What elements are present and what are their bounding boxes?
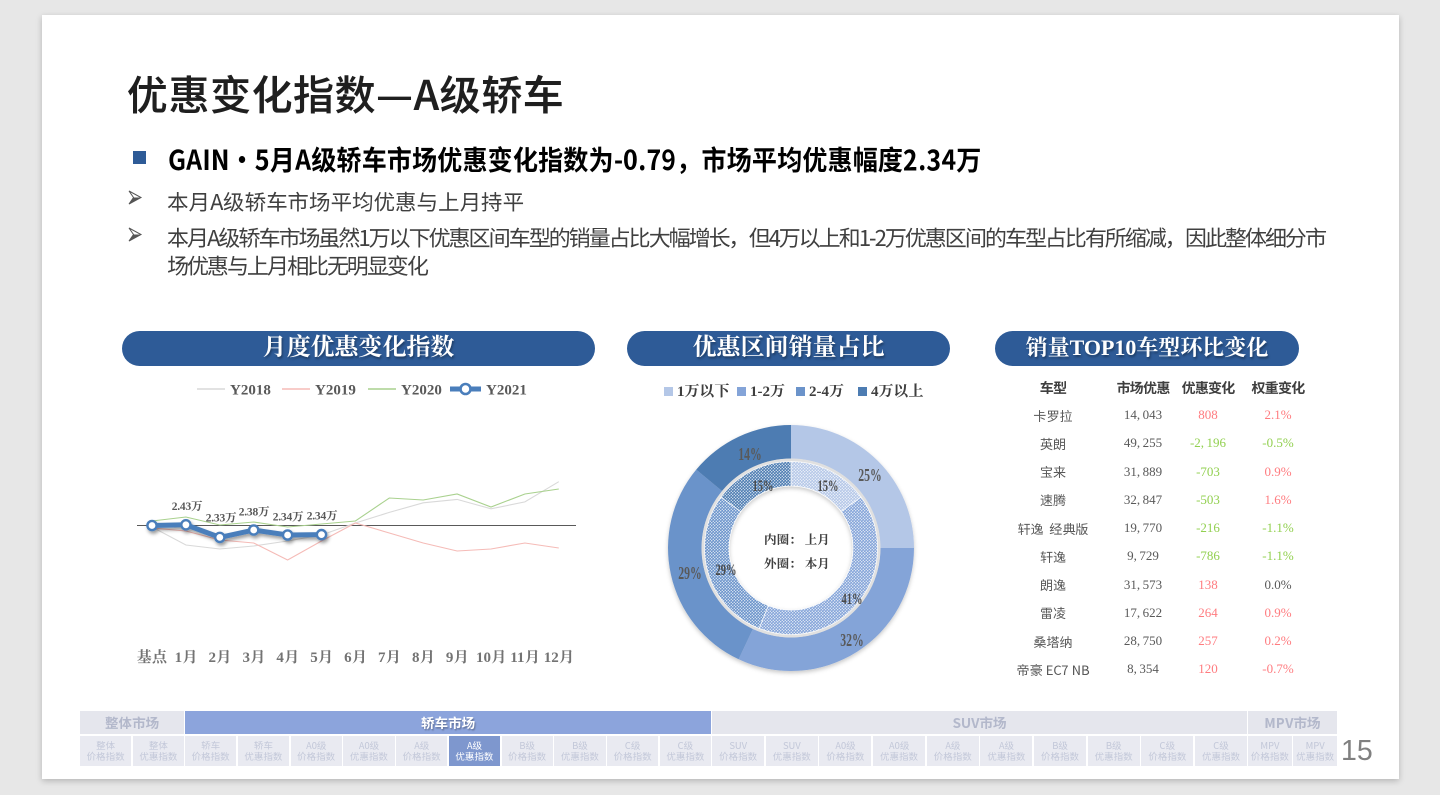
svg-text:32%: 32% (840, 630, 864, 650)
svg-text:15%: 15% (753, 478, 774, 495)
svg-text:6月: 6月 (344, 649, 367, 666)
svg-text:2-4万: 2-4万 (809, 383, 844, 400)
svg-text:1月: 1月 (175, 649, 198, 666)
svg-text:Y2019: Y2019 (315, 383, 356, 399)
svg-text:1-2万: 1-2万 (750, 383, 785, 400)
svg-text:1万以下: 1万以下 (677, 382, 730, 400)
svg-text:Y2021: Y2021 (486, 383, 527, 399)
svg-text:2.38万: 2.38万 (239, 506, 270, 519)
svg-text:29%: 29% (716, 562, 737, 579)
svg-text:内圈： 上月: 内圈： 上月 (764, 533, 830, 547)
svg-text:Y2020: Y2020 (401, 383, 442, 399)
svg-text:41%: 41% (842, 591, 863, 608)
svg-text:12月: 12月 (544, 649, 574, 666)
svg-text:2.34万: 2.34万 (307, 510, 338, 523)
svg-text:Y2018: Y2018 (230, 383, 271, 399)
svg-text:4万以上: 4万以上 (871, 383, 924, 400)
svg-text:10月: 10月 (476, 649, 506, 666)
svg-text:2.33万: 2.33万 (206, 512, 237, 525)
svg-text:14%: 14% (738, 444, 762, 464)
svg-text:8月: 8月 (412, 649, 435, 666)
svg-text:11月: 11月 (510, 649, 539, 666)
svg-text:2.43万: 2.43万 (172, 500, 203, 513)
svg-text:基点: 基点 (137, 648, 167, 666)
svg-text:2月: 2月 (209, 649, 232, 666)
svg-text:25%: 25% (858, 465, 882, 485)
svg-text:29%: 29% (678, 563, 702, 583)
svg-text:15%: 15% (818, 478, 839, 495)
svg-text:9月: 9月 (446, 649, 469, 666)
svg-text:外圈： 本月: 外圈： 本月 (764, 557, 830, 571)
svg-text:5月: 5月 (310, 649, 333, 666)
svg-text:3月: 3月 (242, 649, 265, 666)
svg-text:4月: 4月 (276, 649, 299, 666)
svg-text:7月: 7月 (378, 649, 401, 666)
svg-text:2.34万: 2.34万 (273, 511, 304, 524)
